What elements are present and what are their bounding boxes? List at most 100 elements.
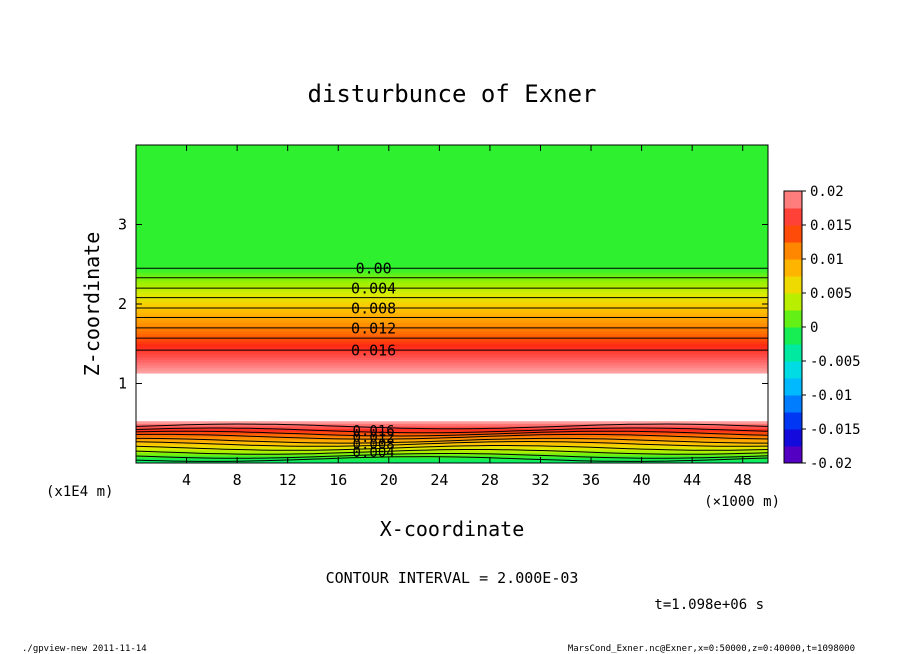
x-tick-label: 48: [734, 471, 752, 489]
colorbar-cell: [784, 327, 802, 345]
fill-band: [136, 240, 768, 244]
fill-band: [136, 198, 768, 202]
fill-band: [136, 277, 768, 281]
x-tick-label: 12: [279, 471, 297, 489]
contour-label: 0.016: [351, 342, 396, 360]
fill-band: [136, 386, 768, 390]
fill-band: [136, 367, 768, 371]
fill-band: [136, 176, 768, 181]
fill-band: [136, 322, 768, 326]
colorbar-tick-label: -0.015: [810, 422, 861, 438]
footer-left: ./gpview-new 2011-11-14: [22, 644, 147, 654]
fill-band: [136, 288, 768, 292]
fill-band: [136, 364, 768, 369]
y-axis: 1 2 3: [118, 216, 768, 393]
fill-band: [136, 447, 768, 451]
fill-band: [136, 166, 768, 170]
colorbar-cell: [784, 395, 802, 413]
fill-band: [136, 293, 768, 297]
colorbar-cell: [784, 191, 802, 209]
contour-line: [136, 423, 768, 430]
fill-band: [136, 182, 768, 186]
colorbar-cell: [784, 225, 802, 243]
fill-band: [136, 150, 768, 154]
colorbar-cell: [784, 429, 802, 447]
contour-label: 0.008: [351, 299, 396, 317]
contour-line: [136, 440, 768, 447]
fill-band: [136, 311, 768, 316]
fill-band: [136, 441, 768, 446]
fill-band: [136, 378, 768, 382]
contour-label: 0.012: [351, 319, 396, 337]
fill-band: [136, 298, 768, 302]
fill-band: [136, 261, 768, 265]
colorbar-cell: [784, 276, 802, 294]
fill-band: [136, 190, 768, 194]
fill-band: [136, 155, 768, 159]
fill-band: [136, 325, 768, 329]
contour-line: [136, 449, 768, 455]
fill-band: [136, 213, 768, 218]
fill-band: [136, 357, 768, 361]
fill-band: [136, 253, 768, 257]
fill-band: [136, 211, 768, 215]
fill-band: [136, 145, 768, 149]
fill-band: [136, 245, 768, 249]
fill-band: [136, 341, 768, 345]
fill-band: [136, 187, 768, 191]
fill-band: [136, 391, 768, 395]
fill-band: [136, 160, 768, 165]
colorbar-tick-label: 0.01: [810, 252, 844, 268]
fill-band: [136, 227, 768, 231]
colorbar-tick-label: -0.02: [810, 456, 852, 472]
fill-band: [136, 168, 768, 173]
fill-band: [136, 372, 768, 377]
fill-band: [136, 301, 768, 305]
contour-interval-label: CONTOUR INTERVAL = 2.000E-03: [326, 569, 579, 587]
fill-band: [136, 163, 768, 167]
fill-band: [136, 203, 768, 207]
x-tick-label: 28: [481, 471, 499, 489]
fill-band: [136, 264, 768, 268]
fill-band: [136, 304, 768, 308]
x-tick-label: 44: [683, 471, 701, 489]
fill-band: [136, 327, 768, 332]
fill-band: [136, 224, 768, 228]
contour-label: 0.008: [353, 437, 395, 453]
fill-band: [136, 174, 768, 178]
fill-band: [136, 158, 768, 162]
fill-band: [136, 319, 768, 324]
fill-band: [136, 219, 768, 223]
fill-band: [136, 285, 768, 289]
contour-line: [136, 453, 768, 459]
x-tick-label: 20: [380, 471, 398, 489]
fill-band: [136, 179, 768, 183]
fill-band: [136, 205, 768, 210]
colorbar-cell: [784, 344, 802, 362]
fill-band: [136, 256, 768, 260]
fill-band: [136, 383, 768, 387]
fill-band: [136, 449, 768, 453]
fill-band: [136, 417, 768, 422]
fill-band: [136, 394, 768, 398]
y-tick-label: 3: [118, 216, 127, 234]
fill-band: [136, 428, 768, 432]
fill-band: [136, 317, 768, 321]
fill-band: [136, 251, 768, 255]
contour-label: 0.012: [353, 430, 395, 446]
fill-band: [136, 359, 768, 363]
fill-band: [136, 314, 768, 318]
fill-band: [136, 184, 768, 188]
fill-band: [136, 237, 768, 241]
fill-band: [136, 248, 768, 252]
fill-band: [136, 282, 768, 287]
fill-band: [136, 147, 768, 151]
contour-label: 0.004: [351, 280, 396, 298]
fill-band: [136, 349, 768, 353]
fill-band: [136, 420, 768, 424]
contour-label: 0.00: [356, 260, 392, 278]
fill-band: [136, 410, 768, 414]
fill-band: [136, 269, 768, 273]
fill-band: [136, 425, 768, 430]
